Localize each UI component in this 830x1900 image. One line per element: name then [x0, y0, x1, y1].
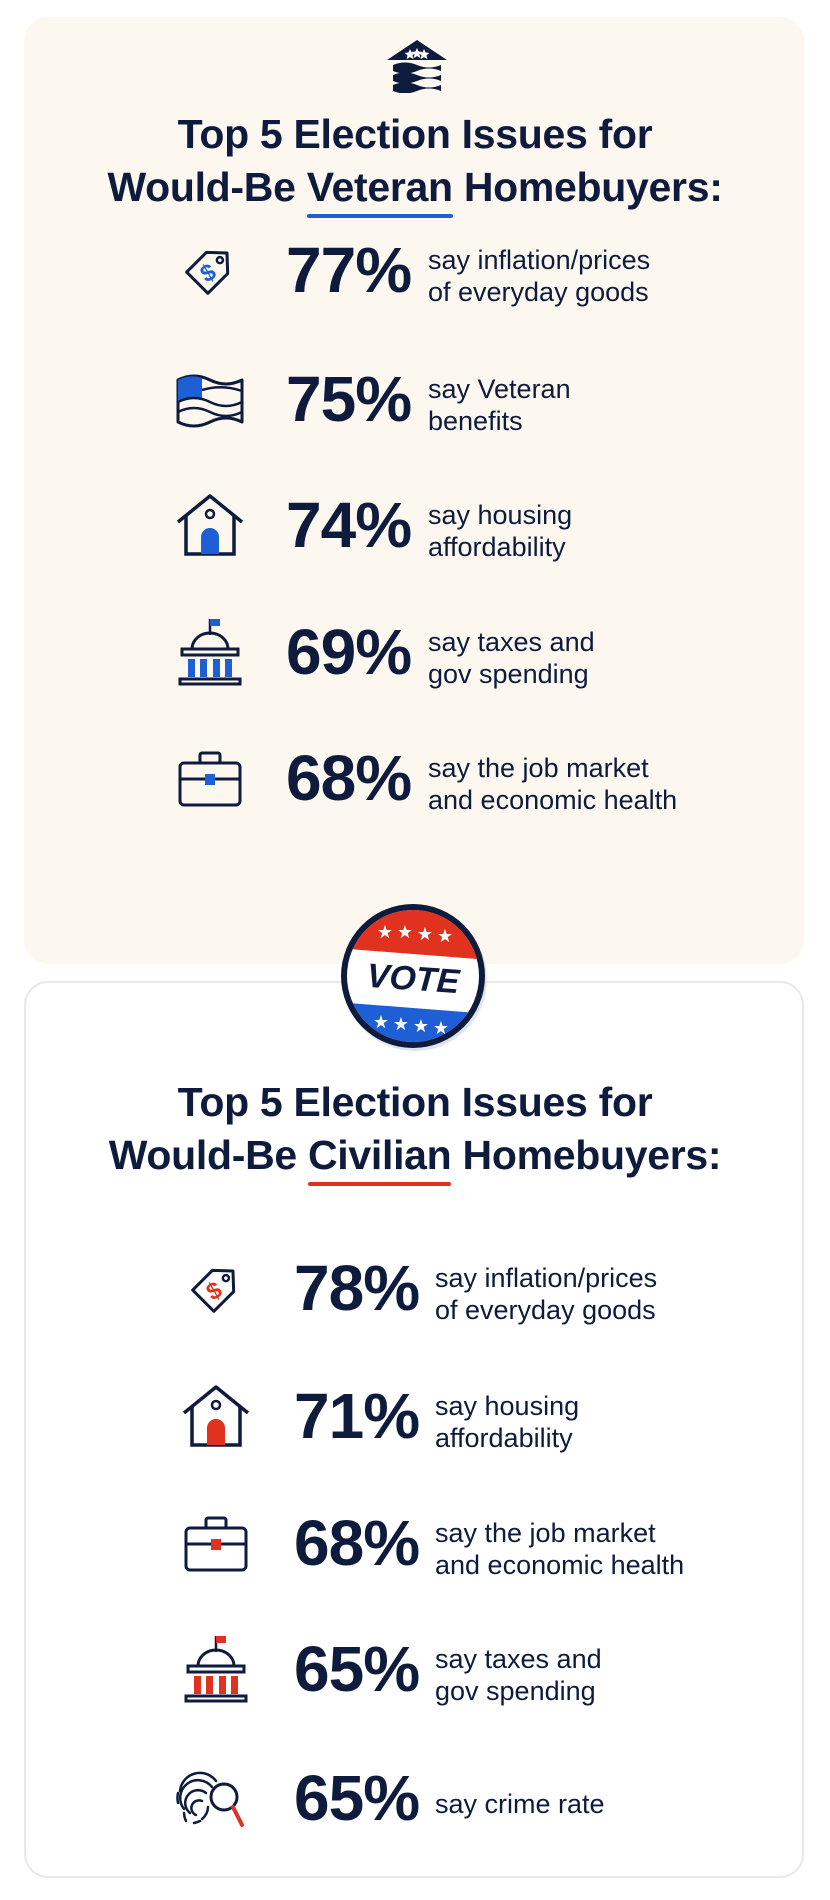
veteran-issue-row: 75% say Veteran benefits	[0, 344, 830, 444]
issue-description-line1: say taxes and	[428, 627, 595, 657]
issue-description: say taxes and gov spending	[428, 626, 728, 690]
civilian-title-highlight: Civilian	[308, 1129, 452, 1186]
civilian-issue-row: 65% say taxes and gov spending	[0, 1614, 830, 1714]
veteran-issue-row: 68% say the job market and economic heal…	[0, 723, 830, 823]
issue-percent: 74%	[286, 489, 412, 561]
veteran-title-line1: Top 5 Election Issues for	[177, 111, 653, 157]
svg-text:★: ★	[397, 922, 413, 943]
issue-description: say crime rate	[435, 1788, 735, 1820]
veteran-title-prefix: Would-Be	[107, 164, 296, 210]
issue-description-line2: gov spending	[435, 1676, 596, 1706]
issue-description: say housing affordability	[435, 1390, 735, 1454]
issue-description: say Veteran benefits	[428, 373, 728, 437]
veteran-issue-row: 74% say housing affordability	[0, 470, 830, 570]
price-tag-icon: $	[185, 250, 230, 295]
issue-description: say inflation/prices of everyday goods	[428, 244, 728, 308]
veteran-section	[24, 17, 804, 964]
civilian-title-line1: Top 5 Election Issues for	[177, 1079, 653, 1125]
veteran-issue-row: $ 77% say inflation/prices of everyday g…	[0, 215, 830, 315]
fingerprint-magnifier-icon	[176, 1771, 244, 1827]
house-icon	[176, 494, 244, 556]
civilian-title: Top 5 Election Issues for Would-Be Civil…	[0, 1076, 830, 1186]
briefcase-icon	[178, 751, 242, 807]
veteran-title: Top 5 Election Issues for Would-Be Veter…	[0, 108, 830, 218]
vote-badge-text: VOTE	[366, 957, 462, 1001]
house-flag-logo-icon	[387, 40, 447, 93]
vote-badge-icon: ★ ★ ★ ★ ★ ★ ★ ★ VOTE	[341, 904, 487, 1051]
civilian-issue-row: 71% say housing affordability	[0, 1361, 830, 1461]
issue-description-line2: gov spending	[428, 659, 589, 689]
issue-percent: 68%	[286, 742, 412, 814]
price-tag-icon: $	[191, 1268, 236, 1313]
svg-text:★: ★	[433, 1018, 449, 1039]
house-icon	[182, 1385, 250, 1447]
issue-description-line2: and economic health	[435, 1550, 685, 1580]
issue-description-line1: say the job market	[428, 753, 649, 783]
civilian-title-suffix: Homebuyers:	[462, 1132, 722, 1178]
issue-description-line2: benefits	[428, 406, 523, 436]
issue-description-line1: say the job market	[435, 1518, 656, 1548]
issue-description-line2: of everyday goods	[435, 1295, 656, 1325]
capitol-icon	[184, 1636, 248, 1703]
issue-description: say inflation/prices of everyday goods	[435, 1262, 735, 1326]
briefcase-icon	[184, 1516, 248, 1572]
issue-description-line1: say Veteran	[428, 374, 571, 404]
issue-percent: 77%	[286, 234, 412, 306]
svg-text:★: ★	[437, 926, 453, 947]
issue-description-line1: say taxes and	[435, 1644, 602, 1674]
civilian-issue-row: 68% say the job market and economic heal…	[0, 1488, 830, 1588]
issue-description-line1: say housing	[435, 1391, 580, 1421]
issue-percent: 71%	[294, 1380, 420, 1452]
issue-description: say the job market and economic health	[428, 752, 728, 816]
issue-description-line2: and economic health	[428, 785, 678, 815]
veteran-title-suffix: Homebuyers:	[463, 164, 723, 210]
veteran-title-highlight: Veteran	[306, 161, 453, 218]
issue-percent: 65%	[294, 1762, 420, 1834]
flag-icon	[176, 374, 244, 428]
issue-description-line1: say crime rate	[435, 1789, 605, 1819]
issue-percent: 68%	[294, 1507, 420, 1579]
issue-description-line1: say housing	[428, 500, 573, 530]
svg-text:★: ★	[393, 1014, 409, 1035]
issue-description: say taxes and gov spending	[435, 1643, 735, 1707]
capitol-icon	[178, 619, 242, 686]
issue-description-line2: of everyday goods	[428, 277, 649, 307]
issue-description-line1: say inflation/prices	[428, 245, 651, 275]
issue-description: say the job market and economic health	[435, 1517, 735, 1581]
svg-text:★: ★	[377, 922, 393, 943]
issue-percent: 65%	[294, 1633, 420, 1705]
civilian-title-prefix: Would-Be	[108, 1132, 297, 1178]
civilian-issue-row: $ 78% say inflation/prices of everyday g…	[0, 1233, 830, 1333]
civilian-issue-row: 65% say crime rate	[0, 1743, 830, 1843]
issue-percent: 78%	[294, 1252, 420, 1324]
issue-description-line1: say inflation/prices	[435, 1263, 658, 1293]
issue-description-line2: affordability	[435, 1423, 573, 1453]
svg-text:★: ★	[417, 924, 433, 945]
issue-percent: 75%	[286, 363, 412, 435]
issue-description: say housing affordability	[428, 499, 728, 563]
civilian-section	[24, 981, 804, 1878]
issue-percent: 69%	[286, 616, 412, 688]
svg-text:★: ★	[373, 1012, 389, 1033]
issue-description-line2: affordability	[428, 532, 566, 562]
svg-text:★: ★	[413, 1016, 429, 1037]
veteran-issue-row: 69% say taxes and gov spending	[0, 597, 830, 697]
